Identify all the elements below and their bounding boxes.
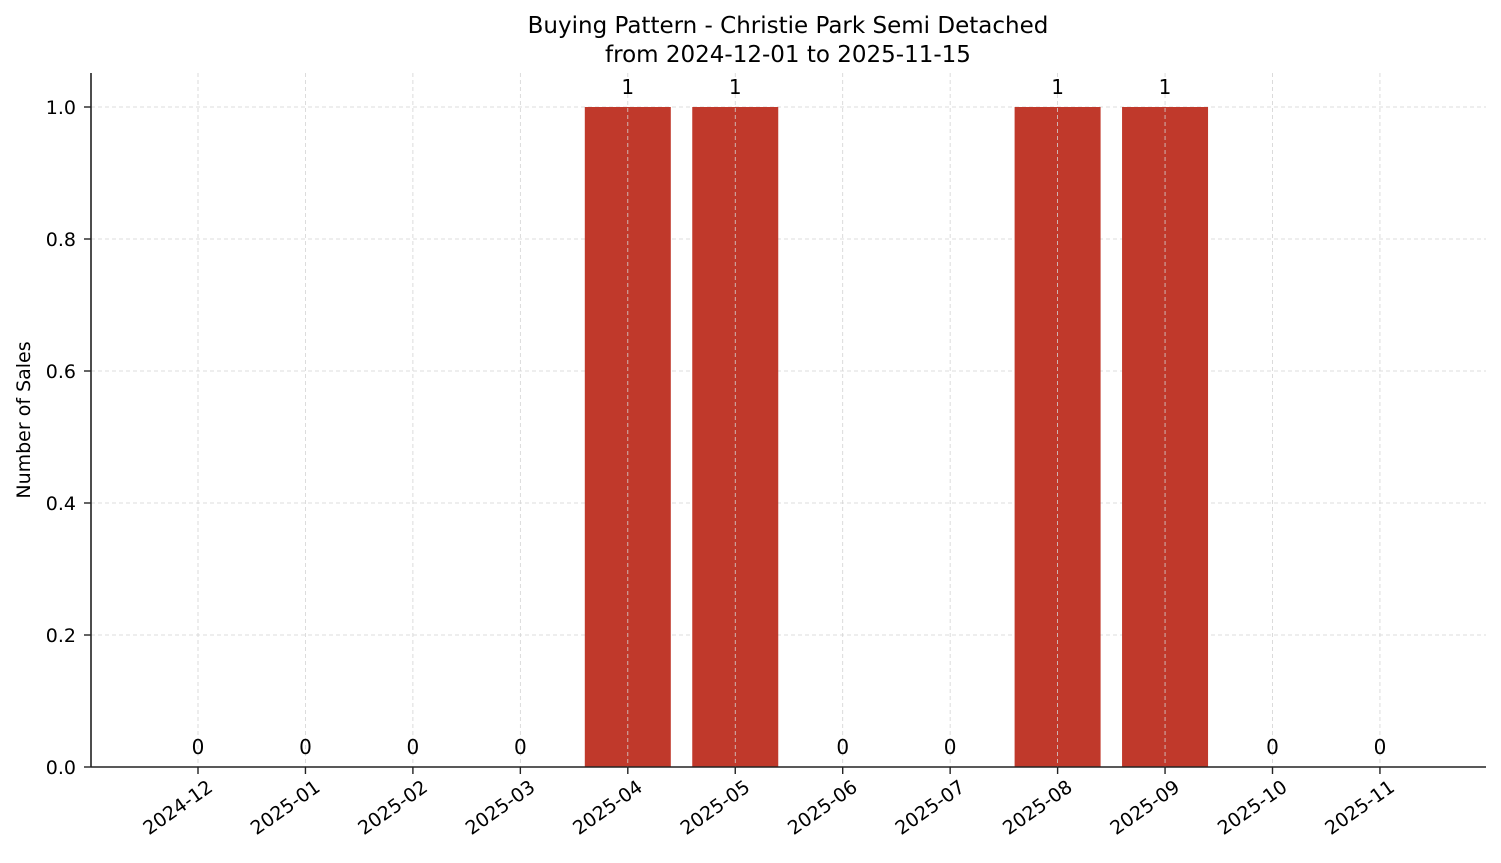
x-tick-label: 2025-03 [462, 776, 540, 840]
x-tick-label: 2025-02 [354, 776, 432, 840]
y-tick-label: 0.2 [46, 625, 76, 647]
y-tick-label: 1.0 [46, 97, 76, 119]
x-tick-label: 2025-08 [999, 776, 1077, 840]
y-tick-label: 0.0 [46, 757, 76, 779]
bar-value-label: 1 [1051, 75, 1064, 99]
bar-value-label: 0 [1266, 735, 1279, 759]
y-tick-label: 0.8 [46, 229, 76, 251]
bar-value-label: 0 [192, 735, 205, 759]
bar-value-label: 1 [729, 75, 742, 99]
y-axis-label: Number of Sales [13, 341, 35, 498]
x-axis-ticks: 2024-12 2025-01 2025-02 2025-03 2025-04 2025-… [139, 767, 1399, 840]
bar-value-label: 1 [1159, 75, 1172, 99]
x-tick-label: 2024-12 [139, 776, 217, 840]
bar-value-labels: 0 0 0 0 1 1 0 0 1 1 0 0 [192, 73, 1387, 767]
x-tick-label: 2025-06 [784, 776, 862, 840]
bar-value-label: 0 [836, 735, 849, 759]
chart-title: Buying Pattern - Christie Park Semi Deta… [528, 13, 1049, 39]
x-tick-label: 2025-09 [1106, 776, 1184, 840]
bar-value-label: 0 [1374, 735, 1387, 759]
bar-value-label: 1 [621, 75, 634, 99]
chart-subtitle: from 2024-12-01 to 2025-11-15 [605, 42, 971, 68]
y-tick-label: 0.6 [46, 361, 76, 383]
bar-value-label: 0 [514, 735, 527, 759]
x-tick-label: 2025-04 [569, 776, 647, 840]
x-tick-label: 2025-11 [1321, 776, 1399, 840]
x-tick-label: 2025-07 [891, 776, 969, 840]
y-axis-ticks: 0.0 0.2 0.4 0.6 0.8 1.0 [46, 97, 91, 779]
bars [584, 107, 1209, 767]
x-tick-label: 2025-05 [676, 776, 754, 840]
axes [90, 73, 1486, 768]
bar-value-label: 0 [944, 735, 957, 759]
x-tick-label: 2025-01 [247, 776, 325, 840]
x-tick-label: 2025-10 [1214, 776, 1292, 840]
grid-lines [91, 106, 1486, 768]
bar-value-label: 0 [299, 735, 312, 759]
y-tick-label: 0.4 [46, 493, 76, 515]
bar-value-label: 0 [407, 735, 420, 759]
